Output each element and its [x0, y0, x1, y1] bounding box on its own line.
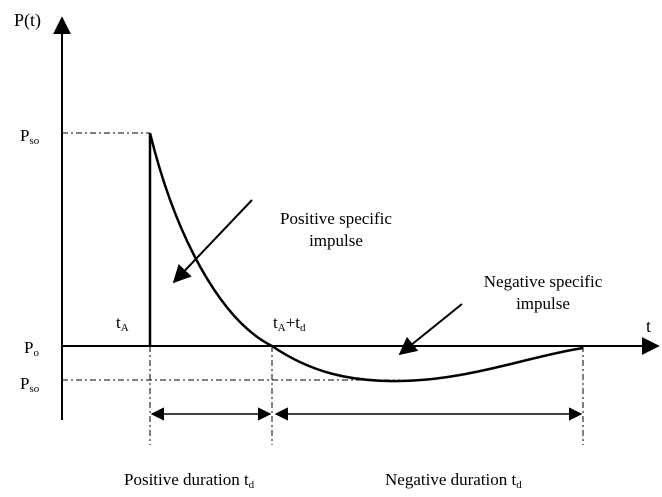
- guides: [62, 132, 584, 445]
- negative-peak-label: Pso: [20, 374, 40, 395]
- ambient-label: Po: [24, 338, 39, 359]
- negative-impulse-line: impulse: [516, 294, 570, 313]
- positive-impulse-line: impulse: [309, 231, 363, 250]
- x-axis-label: t: [646, 316, 651, 336]
- positive-duration-label: Positive duration td: [124, 470, 255, 491]
- negative-callout: [398, 303, 463, 356]
- positive-callout: [172, 199, 253, 284]
- callout-arrows: [172, 199, 463, 356]
- peak-label: Pso: [20, 126, 40, 147]
- end-label: tA+td: [273, 313, 306, 334]
- y-axis-label: P(t): [14, 10, 41, 31]
- positive-impulse-line: Positive specific: [280, 209, 392, 228]
- negative-duration-label: Negative duration td: [385, 470, 522, 491]
- axes: [53, 16, 660, 420]
- negative-impulse-line: Negative specific: [484, 272, 603, 291]
- arrival-label: tA: [116, 313, 129, 334]
- pressure-curve: [148, 132, 584, 383]
